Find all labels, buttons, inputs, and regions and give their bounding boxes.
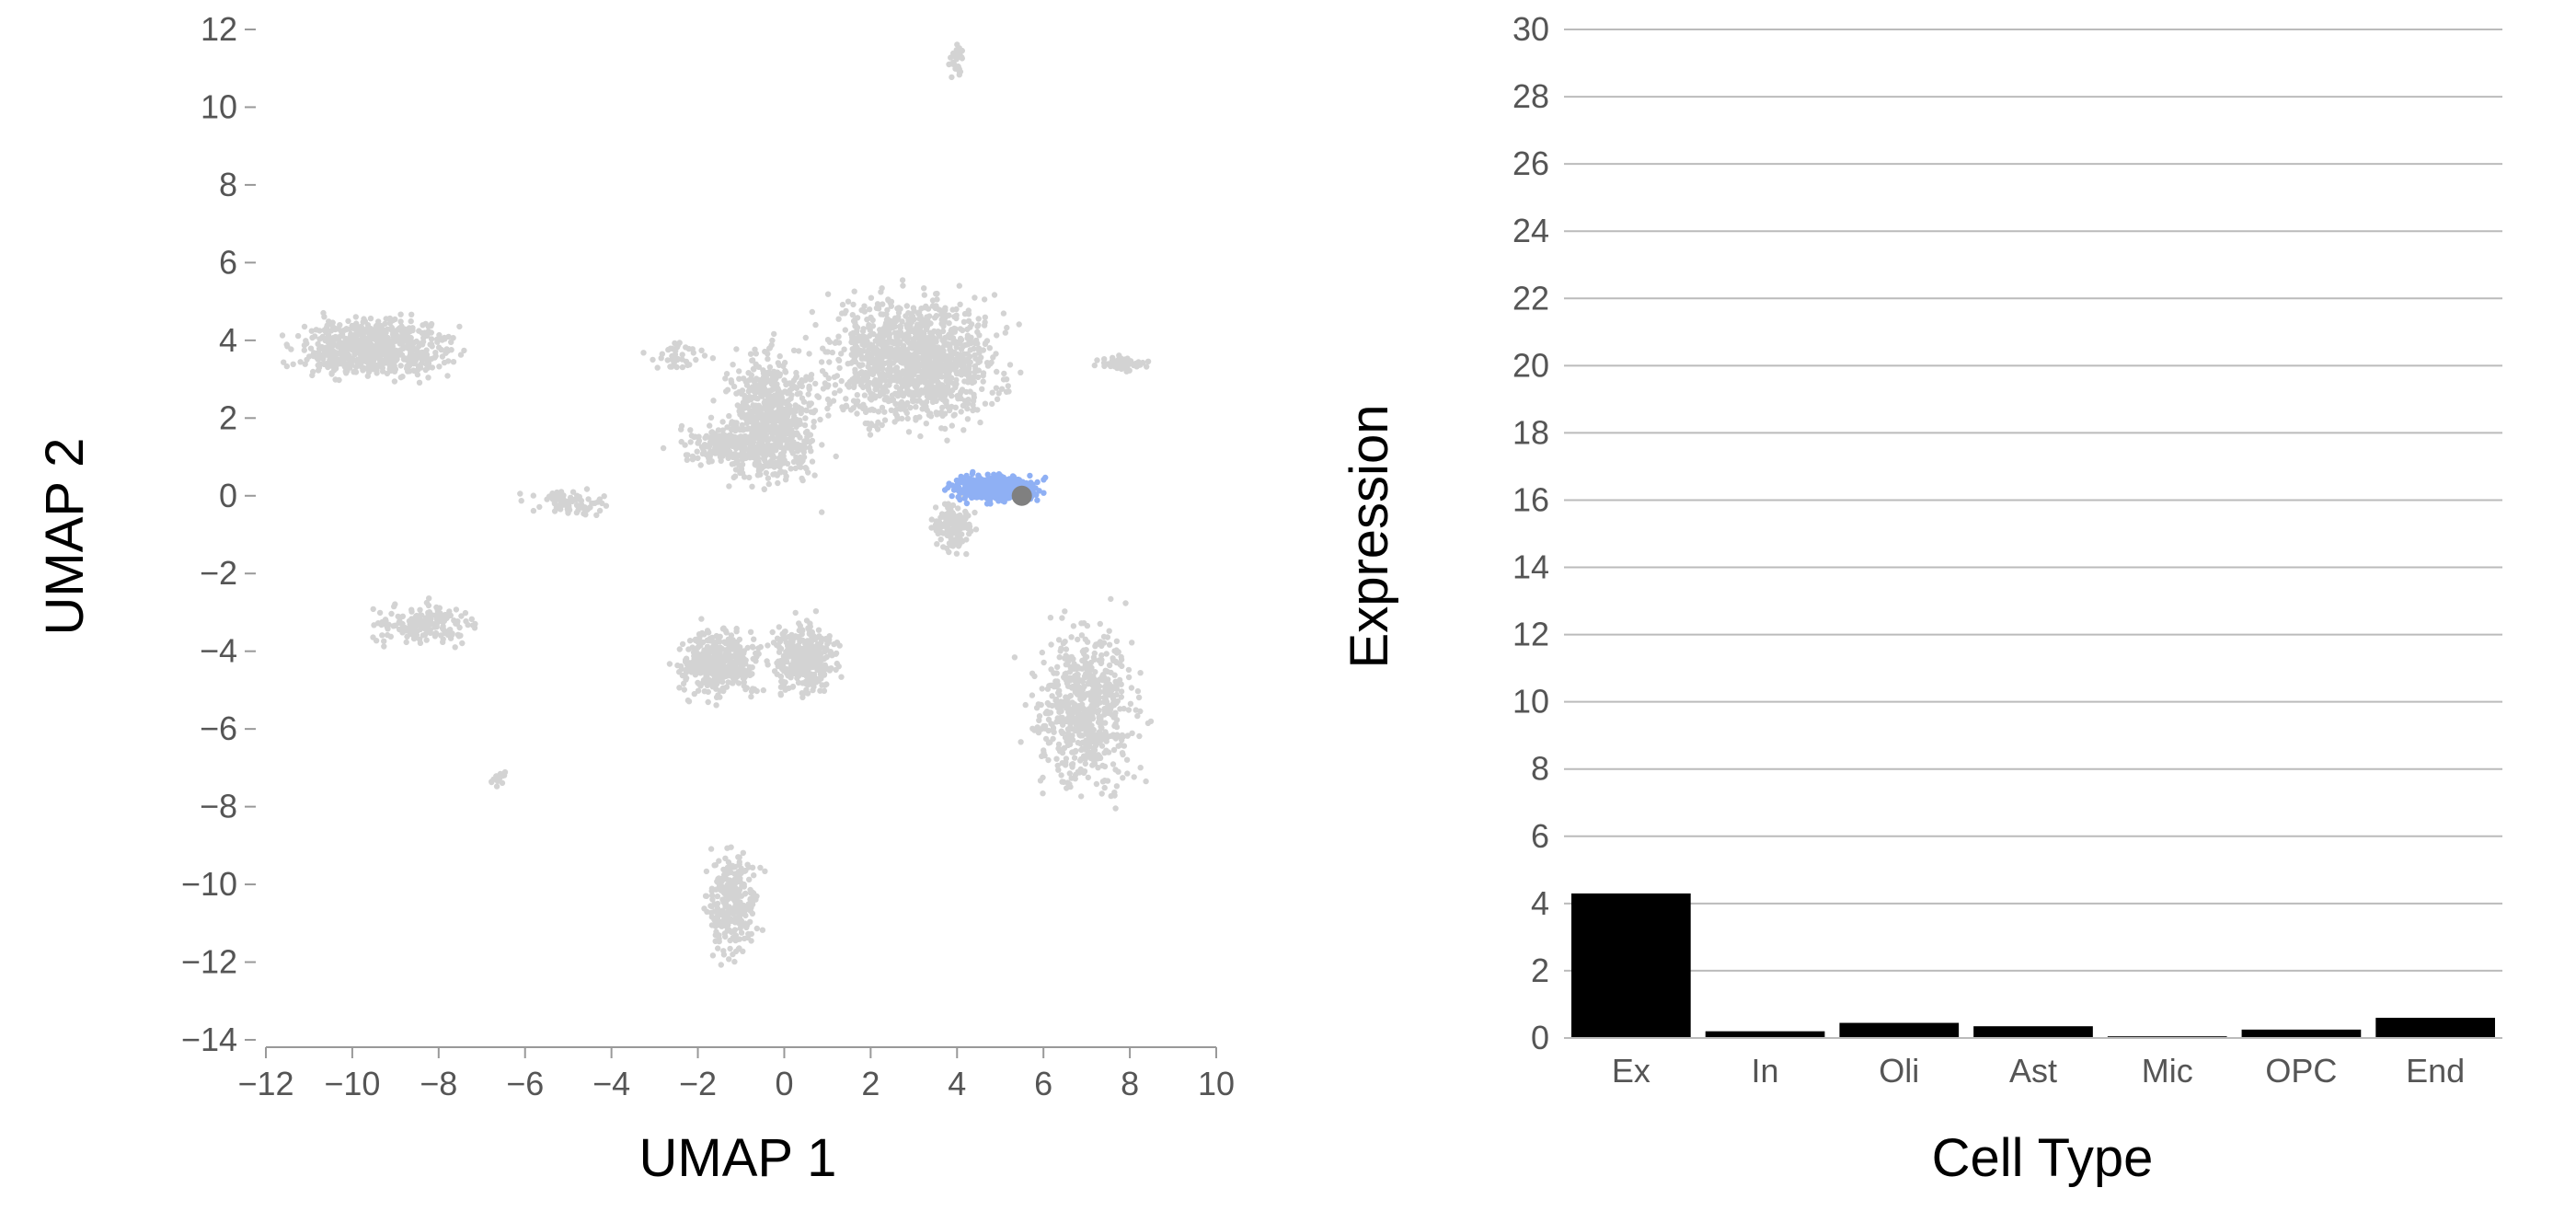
bar-y-tick-label: 6 [1531, 817, 1549, 855]
bar-y-tick-label: 16 [1512, 480, 1549, 518]
bar-gridlines [1564, 29, 2502, 1039]
bar-y-tick-label: 28 [1512, 77, 1549, 115]
bar-y-tick-label: 22 [1512, 279, 1549, 317]
umap-y-tick-label: 2 [219, 398, 237, 436]
bar-y-axis-title: Expression [1340, 405, 1399, 669]
umap-y-tick-label: −12 [181, 943, 237, 981]
bar-ast [1973, 1026, 2093, 1038]
umap-y-tick-label: 10 [201, 87, 237, 125]
bar-x-axis: Ex In Oli Ast Mic OPC End [1564, 1037, 2502, 1090]
bar-x-axis-title: Cell Type [1932, 1128, 2154, 1188]
bar-x-tick-label: Ex [1612, 1052, 1650, 1090]
umap-x-tick-label: −10 [324, 1065, 380, 1102]
bar-y-tick-label: 18 [1512, 413, 1549, 451]
bar-marks [1571, 893, 2495, 1038]
bar-opc [2241, 1029, 2362, 1038]
umap-x-tick-label: 6 [1034, 1065, 1052, 1102]
umap-x-tick-label: 0 [775, 1065, 793, 1102]
umap-x-tick-label: −8 [420, 1065, 457, 1102]
bar-y-tick-label: 10 [1512, 683, 1549, 721]
bar-y-tick-label: 26 [1512, 144, 1549, 182]
umap-y-axis-title: UMAP 2 [35, 438, 95, 636]
bar-ex [1571, 893, 1691, 1038]
umap-y-tick-label: 0 [219, 477, 237, 514]
umap-x-tick-label: 8 [1121, 1065, 1139, 1102]
bar-y-tick-label: 0 [1531, 1019, 1549, 1056]
umap-selected-point [1011, 485, 1032, 506]
umap-x-tick-label: 10 [1198, 1065, 1235, 1102]
umap-y-tick-label: 8 [219, 166, 237, 203]
umap-x-tick-label: 4 [948, 1065, 966, 1102]
bar-y-tick-label: 24 [1512, 212, 1549, 249]
umap-y-tick-label: −6 [200, 709, 237, 747]
bar-y-tick-label: 2 [1531, 952, 1549, 989]
umap-y-tick-label: −8 [200, 788, 237, 825]
bar-y-tick-label: 30 [1512, 10, 1549, 48]
umap-x-tick-label: −4 [592, 1065, 630, 1102]
bar-x-tick-label: Ast [2009, 1052, 2057, 1090]
bar-y-tick-label: 14 [1512, 548, 1549, 586]
bar-x-tick-label: Oli [1879, 1052, 1919, 1090]
umap-x-tick-label: −2 [679, 1065, 717, 1102]
bar-y-tick-label: 20 [1512, 346, 1549, 384]
umap-y-tick-label: −4 [200, 632, 237, 670]
bar-in [1705, 1031, 1825, 1038]
umap-x-axis-title: UMAP 1 [639, 1128, 837, 1188]
umap-y-tick-label: −2 [200, 554, 237, 592]
bar-y-tick-label: 8 [1531, 750, 1549, 788]
umap-x-tick-label: 2 [861, 1065, 880, 1102]
umap-x-tick-label: −6 [506, 1065, 544, 1102]
bar-y-tick-label: 12 [1512, 616, 1549, 653]
umap-y-tick-label: −10 [181, 865, 237, 903]
umap-y-tick-label: 6 [219, 243, 237, 281]
bar-y-tick-label: 4 [1531, 884, 1549, 922]
bar-x-tick-label: End [2406, 1052, 2465, 1090]
umap-x-tick-label: −12 [237, 1065, 293, 1102]
bar-x-tick-label: Mic [2142, 1052, 2193, 1090]
umap-y-tick-label: 4 [219, 321, 237, 359]
umap-y-tick-label: −14 [181, 1021, 237, 1058]
bar-x-tick-label: OPC [2265, 1052, 2337, 1090]
umap-highlighted-points [941, 468, 1049, 507]
bar-oli [1839, 1022, 1960, 1038]
umap-x-axis: −12 −10 −8 −6 −4 −2 0 2 4 6 8 10 [237, 1046, 1235, 1102]
umap-y-axis: 12 10 8 6 4 2 0 −2 −4 −6 −8 −10 −12 −14 [181, 10, 256, 1058]
bar-end [2375, 1018, 2495, 1038]
umap-points [279, 41, 1155, 968]
bar-x-tick-label: In [1752, 1052, 1779, 1090]
umap-y-tick-label: 12 [201, 10, 237, 48]
